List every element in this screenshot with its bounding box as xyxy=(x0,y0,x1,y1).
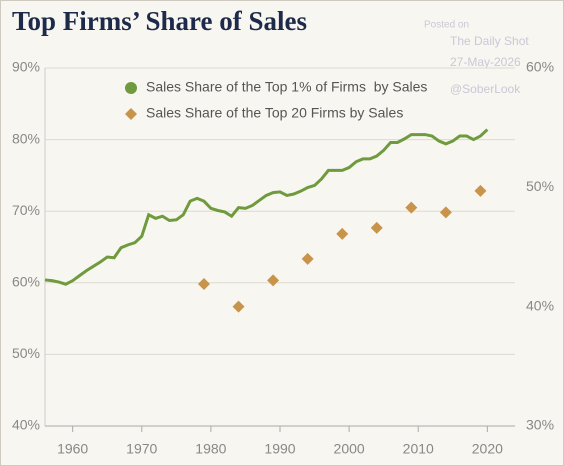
x-tick-label: 2000 xyxy=(334,441,365,457)
x-tick-label: 1960 xyxy=(57,441,88,457)
y-tick-label: 50% xyxy=(12,345,40,361)
y2-tick-label: 50% xyxy=(526,178,554,194)
x-tick-label: 1990 xyxy=(264,441,295,457)
diamond-marker xyxy=(301,252,314,265)
y2-tick-label: 30% xyxy=(526,417,554,433)
x-tick-label: 2020 xyxy=(472,441,503,457)
x-tick-label: 2010 xyxy=(403,441,434,457)
watermark: Posted on xyxy=(424,20,469,31)
y-tick-label: 40% xyxy=(12,417,40,433)
diamond-marker xyxy=(474,184,487,197)
legend-swatch xyxy=(125,82,137,94)
legend-swatch xyxy=(125,108,137,120)
y2-tick-label: 40% xyxy=(526,297,554,313)
y-tick-label: 70% xyxy=(12,202,40,218)
watermark: 27-May-2026 xyxy=(450,55,521,69)
diamond-marker xyxy=(232,300,245,313)
diamond-marker xyxy=(370,221,383,234)
x-tick-label: 1970 xyxy=(126,441,157,457)
y-tick-label: 80% xyxy=(12,130,40,146)
chart-title: Top Firms’ Share of Sales xyxy=(12,6,307,36)
diamond-marker xyxy=(405,201,418,214)
legend-label: Sales Share of the Top 20 Firms by Sales xyxy=(146,105,403,121)
series-line xyxy=(44,128,489,286)
y-tick-label: 90% xyxy=(12,59,40,75)
diamond-marker xyxy=(336,227,349,240)
watermark: The Daily Shot xyxy=(450,34,529,48)
diamond-marker xyxy=(267,274,280,287)
diamond-marker xyxy=(197,277,210,290)
x-tick-label: 1980 xyxy=(195,441,226,457)
legend-label: Sales Share of the Top 1% of Firms by Sa… xyxy=(146,79,427,95)
y-tick-label: 60% xyxy=(12,274,40,290)
diamond-marker xyxy=(439,206,452,219)
watermark: @SoberLook xyxy=(450,82,521,96)
y2-tick-label: 60% xyxy=(526,59,554,75)
